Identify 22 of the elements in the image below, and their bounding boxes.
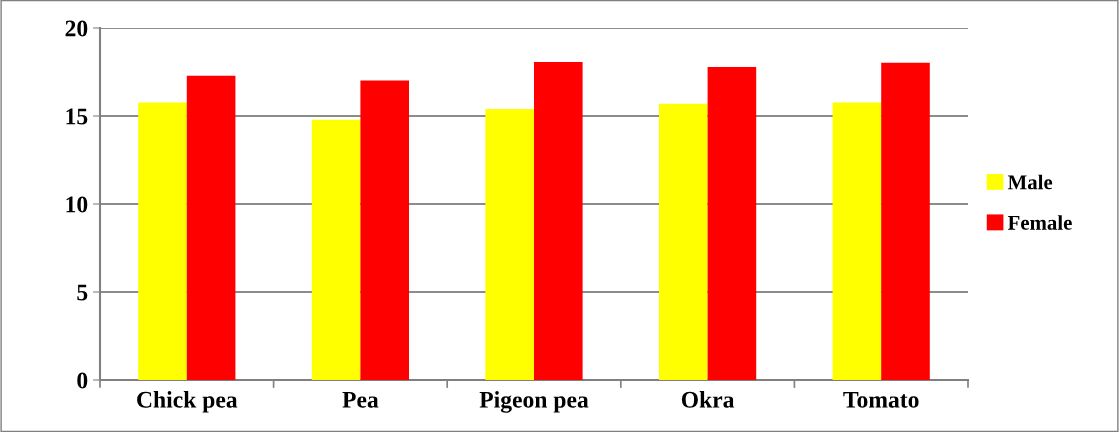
bar: [832, 102, 882, 380]
y-tick-label: 5: [77, 284, 88, 301]
x-tick-label: Okra: [681, 391, 735, 408]
bar: [138, 102, 187, 380]
y-tick-label: 0: [77, 372, 88, 389]
x-tick-label: Chick pea: [137, 391, 238, 413]
bar: [186, 75, 236, 380]
bar: [534, 61, 583, 380]
bar: [311, 119, 361, 380]
legend-label: Female: [1007, 215, 1072, 230]
legend-label: Male: [1007, 174, 1053, 190]
bar: [360, 80, 410, 380]
bar: [881, 62, 930, 380]
x-tick-label: Pea: [342, 392, 379, 408]
x-tick-label: Pigeon pea: [479, 391, 589, 413]
y-tick-label: 20: [65, 20, 88, 37]
bar: [707, 67, 757, 380]
y-tick-label: 15: [66, 108, 88, 125]
y-tick-label: 10: [66, 196, 88, 213]
x-tick-label: Tomato: [843, 392, 919, 408]
bar: [485, 108, 534, 380]
bar: [658, 103, 708, 380]
